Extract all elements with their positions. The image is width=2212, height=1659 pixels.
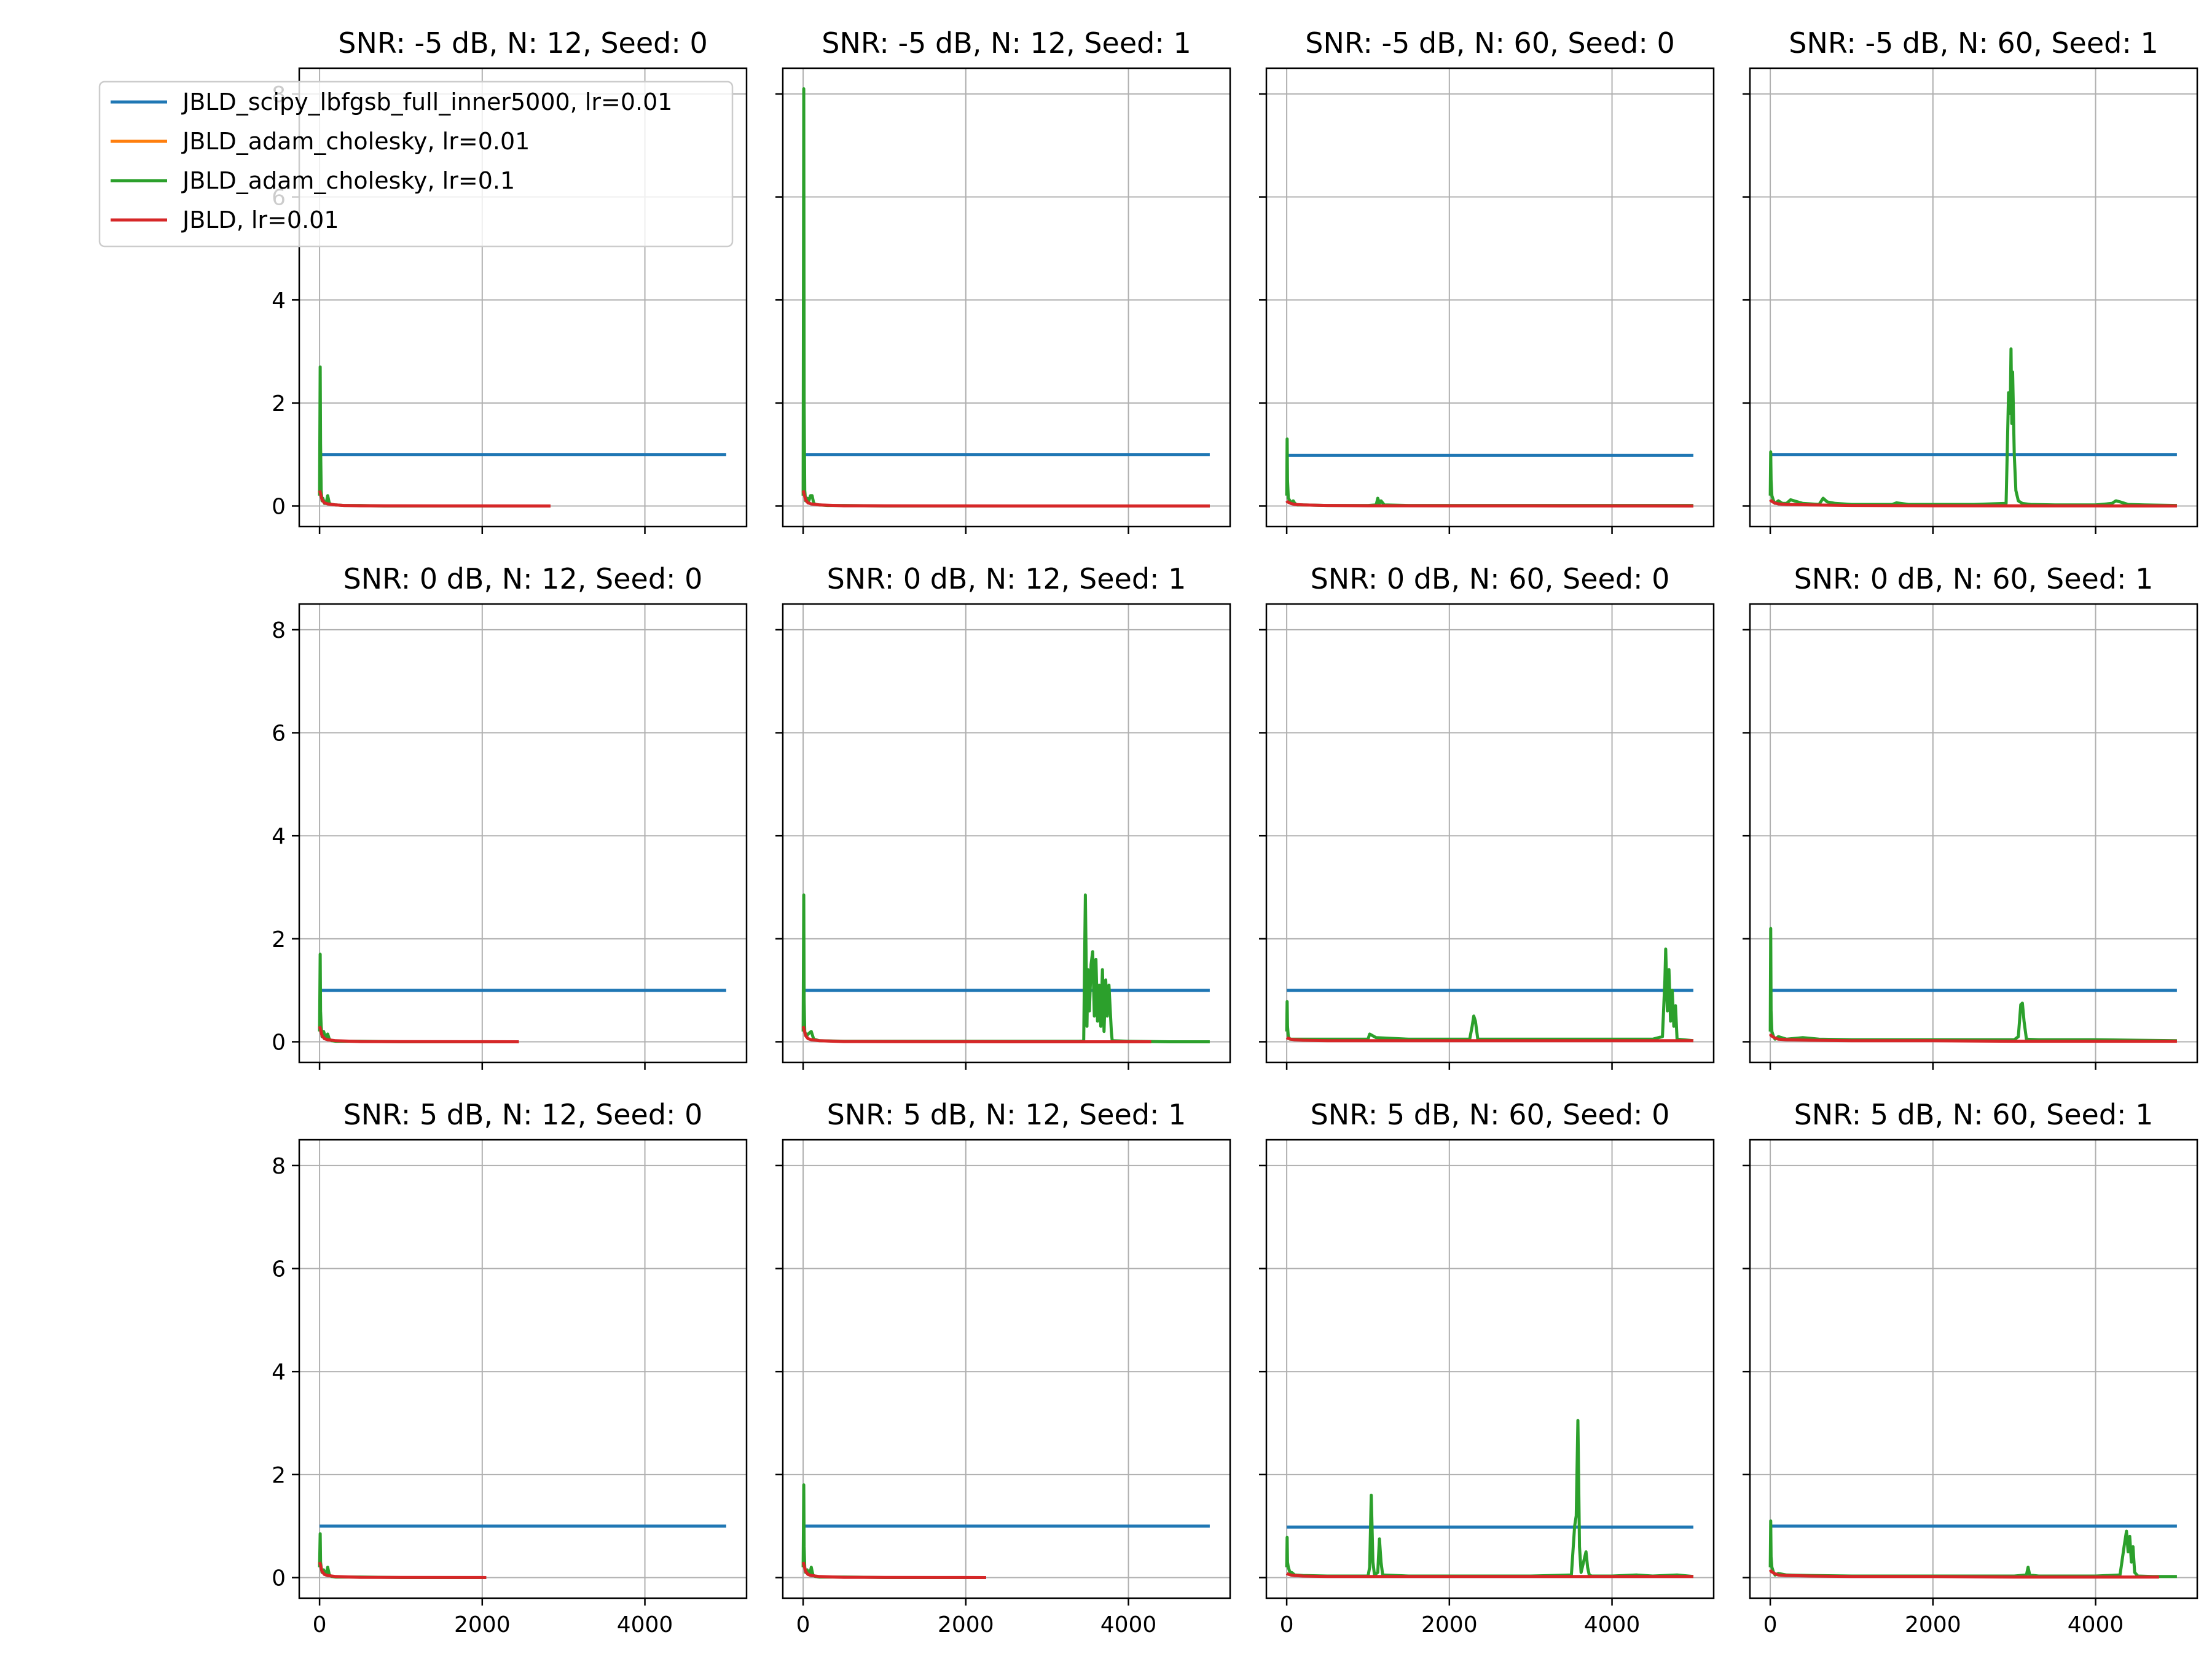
axes-frame <box>298 67 748 528</box>
series-line-red <box>318 1561 487 1579</box>
legend: JBLD_scipy_lbfgsb_full_inner5000, lr=0.0… <box>98 80 734 248</box>
x-tick-label: 4000 <box>2068 1612 2124 1637</box>
series-line-red <box>318 490 551 508</box>
legend-label: JBLD_adam_cholesky, lr=0.1 <box>181 167 515 194</box>
legend-label: JBLD_scipy_lbfgsb_full_inner5000, lr=0.0… <box>181 88 672 116</box>
y-tick-label: 6 <box>272 1257 286 1282</box>
x-tick-label: 0 <box>1763 1612 1778 1637</box>
series-line-red <box>318 1026 519 1043</box>
y-tick-label: 4 <box>272 1360 286 1385</box>
series-line-red <box>1285 1572 1693 1579</box>
subplot-2: SNR: -5 dB, N: 12, Seed: 1 <box>775 26 1231 534</box>
legend-entry: JBLD_adam_cholesky, lr=0.1 <box>111 167 515 194</box>
y-tick-label: 6 <box>272 721 286 747</box>
subplot-title: SNR: 0 dB, N: 60, Seed: 1 <box>1794 562 2154 595</box>
subplot-title: SNR: 5 dB, N: 60, Seed: 0 <box>1311 1098 1670 1131</box>
subplot-title: SNR: -5 dB, N: 60, Seed: 0 <box>1305 26 1674 60</box>
series-line-red <box>1768 1569 2159 1579</box>
axes-frame <box>1749 67 2198 528</box>
series-line-red <box>1285 500 1693 508</box>
axes-frame <box>1265 603 1715 1064</box>
subplot-9: 0 2000 4000 0 2 4 6 8 SNR: 5 dB, N: 12, Seed: 0 <box>272 1098 748 1637</box>
y-tick-label: 0 <box>272 494 286 519</box>
subplot-title: SNR: -5 dB, N: 12, Seed: 1 <box>822 26 1191 60</box>
x-tick-label: 2000 <box>1905 1612 1961 1637</box>
y-tick-label: 0 <box>272 1566 286 1591</box>
x-tick-label: 2000 <box>938 1612 994 1637</box>
series-line-red <box>1769 498 2177 508</box>
x-tick-label: 4000 <box>1584 1612 1641 1637</box>
legend-entry: JBLD, lr=0.01 <box>111 206 339 233</box>
subplot-7: SNR: 0 dB, N: 60, Seed: 0 <box>1259 562 1715 1070</box>
series-line-red <box>801 1561 986 1579</box>
subplot-12: 0 2000 4000 SNR: 5 dB, N: 60, Seed: 1 <box>1743 1098 2198 1637</box>
series-line-red <box>801 490 1210 508</box>
series-line-green <box>801 893 1210 1043</box>
x-tick-label: 0 <box>313 1612 327 1637</box>
subplot-3: SNR: -5 dB, N: 60, Seed: 0 <box>1259 26 1715 534</box>
x-tick-label: 0 <box>796 1612 810 1637</box>
y-tick-label: 4 <box>272 288 286 313</box>
y-tick-label: 8 <box>272 618 286 643</box>
x-tick-label: 2000 <box>1421 1612 1478 1637</box>
axes-frame <box>1749 603 2198 1064</box>
series-line-red <box>801 1026 1151 1043</box>
axes-frame <box>782 67 1231 528</box>
subplot-title: SNR: -5 dB, N: 60, Seed: 1 <box>1789 26 2158 60</box>
y-tick-label: 2 <box>272 1463 286 1488</box>
y-tick-label: 4 <box>272 824 286 849</box>
x-tick-label: 4000 <box>617 1612 673 1637</box>
y-tick-label: 0 <box>272 1030 286 1055</box>
legend-label: JBLD, lr=0.01 <box>181 206 339 233</box>
subplot-8: SNR: 0 dB, N: 60, Seed: 1 <box>1743 562 2198 1070</box>
subplot-4: SNR: -5 dB, N: 60, Seed: 1 <box>1743 26 2198 534</box>
subplot-grid: 0 2 4 6 8 SNR: -5 dB, N: 12, Seed: 0 SNR: -5 d… <box>272 26 2198 1637</box>
subplot-11: 0 2000 4000 SNR: 5 dB, N: 60, Seed: 0 <box>1259 1098 1715 1637</box>
legend-box <box>98 80 734 248</box>
subplot-6: SNR: 0 dB, N: 12, Seed: 1 <box>775 562 1231 1070</box>
axes-frame <box>1265 1139 1715 1599</box>
legend-label: JBLD_adam_cholesky, lr=0.01 <box>181 128 530 155</box>
axes-frame <box>298 603 748 1064</box>
subplot-title: SNR: 5 dB, N: 12, Seed: 1 <box>827 1098 1186 1131</box>
axes-frame <box>1749 1139 2198 1599</box>
axes-frame <box>782 603 1231 1064</box>
subplot-title: SNR: 0 dB, N: 12, Seed: 1 <box>827 562 1186 595</box>
x-tick-label: 0 <box>1280 1612 1294 1637</box>
axes-frame <box>782 1139 1231 1599</box>
x-tick-label: 4000 <box>1100 1612 1157 1637</box>
y-tick-label: 8 <box>272 1154 286 1179</box>
axes-frame <box>298 1139 748 1599</box>
axes-frame <box>1265 67 1715 528</box>
legend-entry: JBLD_adam_cholesky, lr=0.01 <box>111 128 530 155</box>
subplot-title: SNR: 0 dB, N: 12, Seed: 0 <box>343 562 703 595</box>
subplot-title: SNR: 5 dB, N: 12, Seed: 0 <box>343 1098 703 1131</box>
series-line-red <box>1768 1033 2177 1043</box>
subplot-title: SNR: 5 dB, N: 60, Seed: 1 <box>1794 1098 2154 1131</box>
subplot-title: SNR: 0 dB, N: 60, Seed: 0 <box>1311 562 1670 595</box>
x-tick-label: 2000 <box>454 1612 511 1637</box>
subplot-5: 0 2 4 6 8 SNR: 0 dB, N: 12, Seed: 0 <box>272 562 748 1070</box>
series-line-red <box>1285 1036 1693 1043</box>
subplot-10: 0 2000 4000 SNR: 5 dB, N: 12, Seed: 1 <box>775 1098 1231 1637</box>
y-tick-label: 2 <box>272 391 286 417</box>
subplot-title: SNR: -5 dB, N: 12, Seed: 0 <box>338 26 707 60</box>
legend-entry: JBLD_scipy_lbfgsb_full_inner5000, lr=0.0… <box>111 88 672 116</box>
y-tick-label: 2 <box>272 927 286 952</box>
